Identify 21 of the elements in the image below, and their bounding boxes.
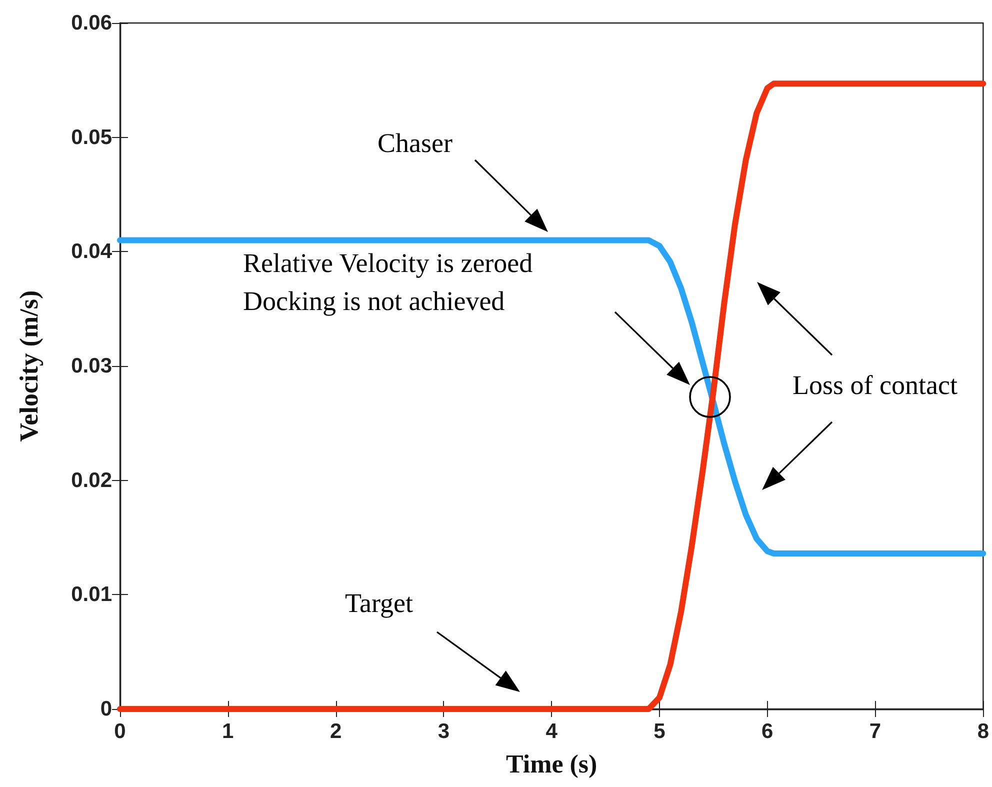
y-tick-label: 0.02 <box>71 468 112 492</box>
x-tick-label: 8 <box>977 720 990 743</box>
annotation: Loss of contact <box>792 370 958 400</box>
x-tick-label: 6 <box>762 720 774 743</box>
y-tick-label: 0.01 <box>71 583 112 606</box>
y-tick-label: 0 <box>100 698 112 720</box>
y-tick-label: 0.05 <box>71 126 112 149</box>
x-tick-label: 4 <box>546 720 558 743</box>
y-tick-label: 0.06 <box>71 12 112 34</box>
y-tick-label: 0.04 <box>71 240 112 264</box>
annotation: Relative Velocity is zeroed Docking is not achieved <box>243 248 534 316</box>
x-tick-label: 3 <box>438 720 450 743</box>
y-axis-title: Velocity (m/s) <box>14 290 44 442</box>
x-tick-label: 1 <box>222 720 234 743</box>
annotation: Chaser <box>378 128 452 158</box>
x-tick-label: 2 <box>330 720 342 743</box>
y-tick-label: 0.03 <box>71 354 112 378</box>
x-tick-label: 7 <box>869 720 882 743</box>
x-axis-title: Time (s) <box>506 750 598 778</box>
x-tick-label: 5 <box>654 720 666 743</box>
annotation: Target <box>344 588 414 618</box>
